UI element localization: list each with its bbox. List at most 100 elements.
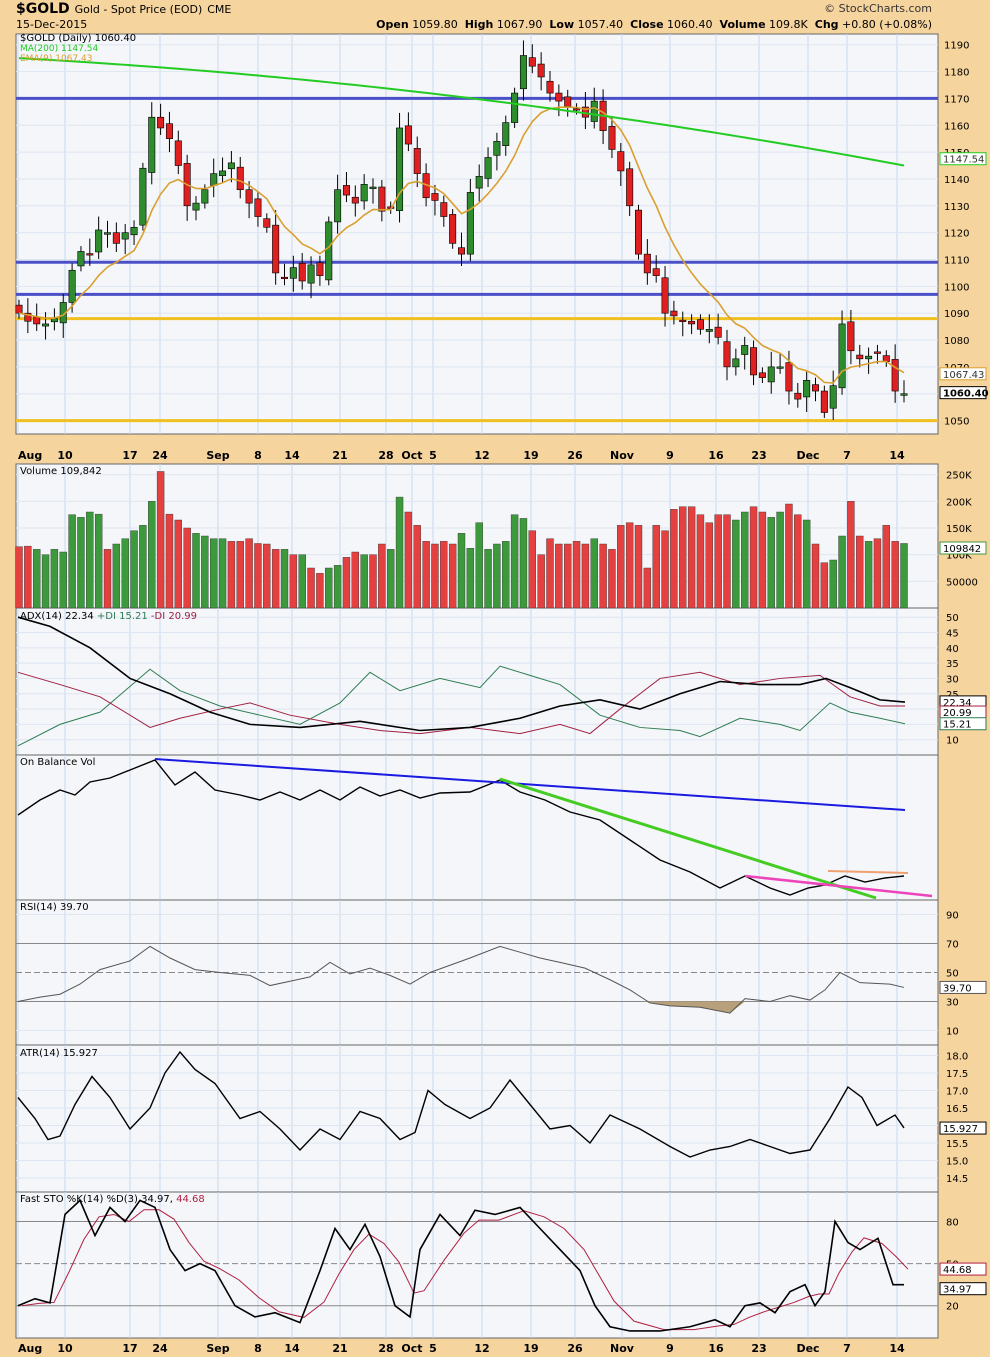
candle [139,167,147,226]
y-tick-label: 50000 [946,577,978,588]
x-tick-label: 5 [429,449,437,462]
x-tick-label: 5 [429,1342,437,1355]
volume-bar [811,543,820,609]
volume-bar [696,514,705,609]
x-tick-label: 28 [378,1342,393,1355]
candle [307,264,315,284]
x-tick-label: 12 [474,449,489,462]
volume-bar [413,525,421,609]
volume-bar [581,543,590,609]
x-tick-label: 8 [254,1342,262,1355]
volume-bar [590,538,598,609]
volume-bar [333,565,342,609]
candle [785,362,793,392]
volume-bar [360,554,368,609]
x-tick-label: Dec [796,449,819,462]
x-tick-label: Sep [206,449,229,462]
y-tick-label: 1110 [944,256,969,267]
candle [767,366,775,383]
y-tick-label: 25 [946,690,959,701]
candle [519,55,527,90]
x-tick-label: 28 [378,449,393,462]
candle [546,80,554,94]
candle [112,232,120,244]
symbol: $GOLD [16,1,70,17]
volume-bar [395,496,404,609]
volume-bar [652,525,660,609]
volume-bar [466,548,475,609]
candle [33,316,41,325]
volume-bar [528,530,536,609]
rsi-line [17,945,905,1014]
volume-bar [661,530,669,609]
candle [254,198,262,217]
volume-bar [174,519,183,609]
x-axis-labels: Aug Aug 10 10 17 17 24 24 Sep Sep 8 8 14 14 21 21 28 28 Oc… [18,449,905,1355]
x-tick-label: 10 [57,449,73,462]
high-value: 1067.90 [496,18,543,31]
candle [192,202,200,211]
last-value-box [939,152,987,166]
last-value-box [939,367,987,381]
volume-bar [758,511,767,609]
x-tick-label: 23 [751,1342,766,1355]
y-tick-label: 16.5 [946,1104,968,1115]
volume-bar [493,543,501,609]
x-tick-label: 8 [254,449,262,462]
y-tick-label: 10 [946,1027,959,1038]
y-tick-label: 1170 [944,94,969,105]
last-value-box [939,1121,987,1135]
y-tick-label: 45 [946,629,959,640]
candle [537,63,545,78]
volume-bar [86,511,94,609]
candle [555,92,563,102]
candle [705,329,713,332]
x-tick-label: 9 [666,449,674,462]
volume-bar [546,538,554,609]
candle [24,312,32,322]
y-tick-label: 1120 [944,229,969,240]
candle [201,189,209,204]
candle [776,366,784,369]
volume-bar [873,538,882,609]
candle [847,321,855,352]
volume-bar [156,471,165,609]
volume-panel: 250K 200K 150K 100K 50000 Volume 109,842 10984… [15,466,987,609]
legend-adx: ADX(14) 22.34 +DI 15.21 -DI 20.99 [20,611,197,622]
panel-5 [15,1044,939,1193]
volume-bar [484,549,492,609]
volume-bar [785,503,793,609]
volume-bar [617,525,625,609]
candle [272,224,280,274]
volume-bar [838,535,846,609]
candle [794,392,802,400]
volume-bar [59,551,67,609]
y-tick-label: 10 [946,736,959,747]
y-tick-label: 1100 [944,282,969,293]
y-tick-label: 70 [946,940,959,951]
volume-bar [112,543,121,609]
y-tick-label: 200K [946,497,972,508]
volume-bar [608,549,616,609]
volume-bar [121,538,129,609]
volume-bar [856,535,864,609]
x-tick-label: Aug [18,1342,42,1355]
volume-value: 109.8K [769,18,808,31]
volume-bar [679,506,687,609]
chart-title: $GOLD Gold - Spot Price (EOD) CME [16,1,231,17]
rsi-oversold-fill [645,1001,745,1014]
volume-bar [732,519,740,609]
obv-panel: On Balance Vol [17,757,933,900]
x-tick-label: 21 [332,449,347,462]
candle [608,126,616,150]
volume-bar [687,506,696,609]
ma200-line [18,57,905,167]
low-value: 1057.40 [577,18,624,31]
last-value-box [939,980,987,994]
volume-bar [882,525,890,609]
x-tick-label: 10 [57,1342,73,1355]
volume-bar [820,562,829,609]
obv-trendline-pink [744,874,933,898]
candle [873,351,881,354]
